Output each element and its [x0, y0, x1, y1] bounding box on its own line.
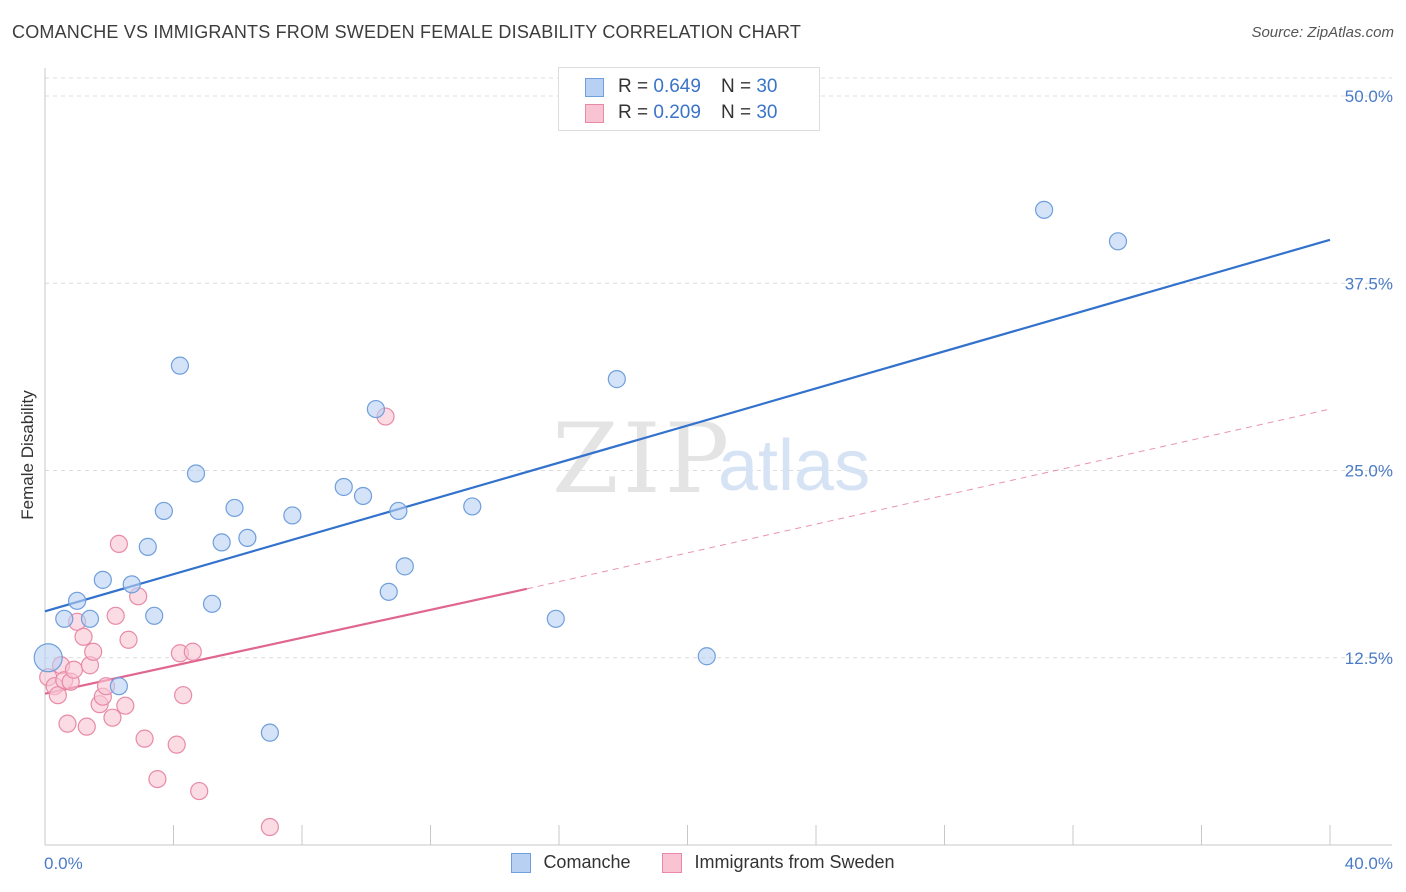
point-comanche [334, 477, 353, 497]
point-comanche [283, 506, 302, 525]
point-comanche [186, 464, 206, 483]
legend-r-label: R = [618, 102, 649, 123]
legend-n-value: 30 [756, 102, 778, 123]
series-swatch-sweden [662, 852, 683, 873]
y-tick-labels: 12.5% 25.0% 37.5% 50.0% [1345, 87, 1393, 668]
correlation-legend: R = 0.649 N = 30 R = 0.209 N = 30 [558, 67, 820, 131]
point-sweden [116, 696, 135, 715]
source-label: Source: ZipAtlas.com [1251, 24, 1394, 41]
point-comanche [225, 498, 244, 518]
point-sweden [119, 630, 138, 649]
trend-line-sweden [44, 587, 528, 695]
legend-n-value: 30 [756, 76, 778, 97]
point-comanche [238, 528, 257, 548]
point-sweden [64, 660, 84, 679]
y-tick-label: 50.0% [1345, 87, 1393, 106]
point-comanche [1034, 200, 1054, 219]
point-sweden [148, 769, 167, 789]
watermark-atlas: atlas [718, 426, 870, 506]
chart-title: COMANCHE VS IMMIGRANTS FROM SWEDEN FEMAL… [12, 22, 802, 42]
point-sweden [103, 708, 122, 727]
x-tick-labels: 0.0% 40.0% [44, 854, 1393, 873]
point-comanche [389, 501, 408, 521]
y-tick-label: 25.0% [1345, 462, 1393, 481]
point-sweden [174, 686, 193, 705]
point-comanche [170, 356, 190, 375]
point-sweden [106, 606, 125, 625]
series-label-sweden: Immigrants from Sweden [694, 852, 895, 872]
point-sweden [48, 686, 67, 705]
y-tick-label: 37.5% [1345, 274, 1393, 293]
trend-line-sweden-extension [526, 408, 1331, 590]
point-comanche [154, 501, 173, 521]
legend-n-label: N = [720, 102, 752, 123]
legend-n-label: N = [720, 76, 752, 97]
series-legend-comanche[interactable]: Comanche [511, 852, 630, 873]
x-tick-label-min: 0.0% [44, 854, 83, 873]
point-sweden [190, 781, 209, 801]
series-swatch-comanche [511, 852, 532, 873]
legend-row-sweden: R = 0.209 N = 30 [585, 101, 777, 125]
point-sweden [167, 735, 186, 754]
watermark: ZIP atlas [552, 403, 870, 515]
point-sweden [74, 627, 93, 646]
trend-line-comanche [44, 238, 1331, 613]
legend-swatch-sweden [585, 103, 604, 123]
point-comanche [212, 533, 231, 552]
point-comanche [138, 537, 157, 556]
point-comanche [145, 606, 164, 625]
point-comanche [366, 399, 385, 419]
point-comanche [546, 609, 565, 628]
point-sweden [135, 729, 154, 748]
point-comanche [122, 575, 141, 594]
legend-swatch-comanche [585, 77, 604, 97]
point-comanche [1108, 232, 1128, 251]
point-comanche [353, 486, 373, 506]
point-comanche [93, 570, 112, 589]
point-comanche [68, 591, 87, 610]
point-sweden [183, 642, 202, 661]
point-comanche [607, 370, 626, 389]
legend-r-label: R = [618, 76, 649, 97]
point-sweden [260, 817, 279, 837]
point-comanche [55, 609, 74, 628]
legend-r-value: 0.209 [653, 102, 701, 123]
legend-row-comanche: R = 0.649 N = 30 [585, 75, 777, 99]
point-comanche [260, 723, 279, 742]
point-sweden [58, 714, 77, 733]
point-comanche [202, 594, 222, 613]
point-comanche [80, 609, 100, 628]
point-sweden [109, 534, 128, 554]
gridlines [45, 77, 1392, 659]
data-points [33, 200, 1128, 837]
legend-r-value: 0.649 [653, 76, 701, 97]
point-sweden [84, 642, 103, 661]
x-tick-label-max: 40.0% [1345, 854, 1393, 873]
point-comanche [379, 582, 398, 601]
point-sweden [77, 717, 96, 736]
point-comanche [463, 497, 482, 516]
y-tick-label: 12.5% [1345, 649, 1393, 668]
trend-lines [44, 238, 1331, 695]
point-comanche [109, 677, 128, 696]
point-comanche [395, 557, 414, 576]
series-legend-sweden[interactable]: Immigrants from Sweden [662, 852, 895, 873]
point-comanche [697, 647, 716, 666]
series-label-comanche: Comanche [543, 852, 631, 872]
axes [44, 68, 1392, 846]
point-comanche [33, 643, 63, 673]
series-legend: Comanche Immigrants from Sweden [0, 852, 1406, 873]
